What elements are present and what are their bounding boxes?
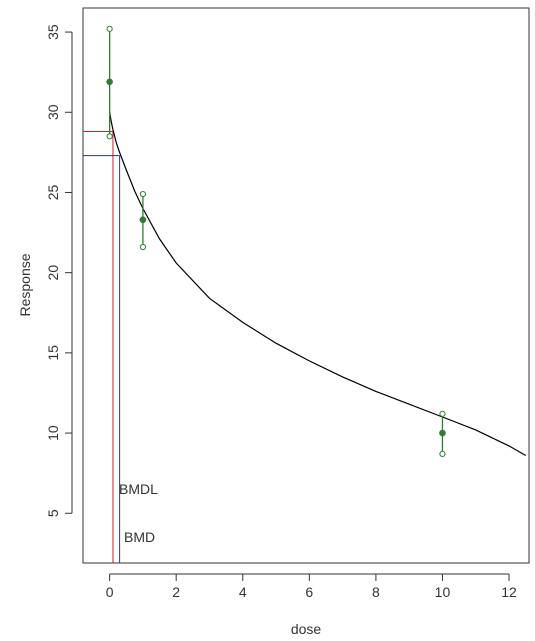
x-axis-label: dose	[291, 621, 322, 637]
error-bar-upper-cap	[139, 190, 147, 198]
observation-point	[106, 25, 113, 140]
x-tick-label: 6	[305, 584, 313, 600]
mean-point	[106, 78, 113, 86]
x-tick-label: 0	[106, 584, 114, 600]
fitted-curve	[109, 112, 526, 457]
observation-point	[139, 190, 147, 251]
x-tick-label: 10	[435, 584, 451, 600]
error-bar-lower-cap	[439, 450, 446, 458]
y-axis-label: Response	[17, 253, 33, 316]
observation-point	[439, 410, 446, 458]
y-tick-label: 20	[45, 265, 61, 281]
x-tick-label: 2	[172, 584, 180, 600]
error-bar-lower-cap	[106, 133, 113, 140]
mean-point	[439, 429, 446, 437]
y-tick-label: 30	[45, 104, 61, 120]
y-axis: 5 10 15 20 25 30 35	[45, 24, 73, 517]
x-tick-label: 8	[372, 584, 380, 600]
y-tick-label: 25	[45, 184, 61, 200]
reference-lines	[83, 131, 121, 563]
error-bar-upper-cap	[439, 410, 446, 417]
error-bar-lower-cap	[139, 243, 147, 251]
y-tick-label: 15	[45, 345, 61, 361]
bmd-label: BMD	[124, 529, 155, 545]
x-axis: 0 2 4 6 8 10 12	[106, 573, 517, 600]
x-tick-label: 12	[501, 584, 517, 600]
mean-point	[139, 216, 147, 224]
error-bar-upper-cap	[106, 25, 113, 32]
x-tick-label: 4	[239, 584, 247, 600]
y-tick-label: 35	[45, 24, 61, 40]
y-tick-label: 5	[45, 509, 61, 517]
observations	[106, 25, 446, 458]
plot-frame	[82, 7, 530, 564]
y-tick-label: 10	[45, 425, 61, 441]
bmdl-label: BMDL	[119, 481, 158, 497]
